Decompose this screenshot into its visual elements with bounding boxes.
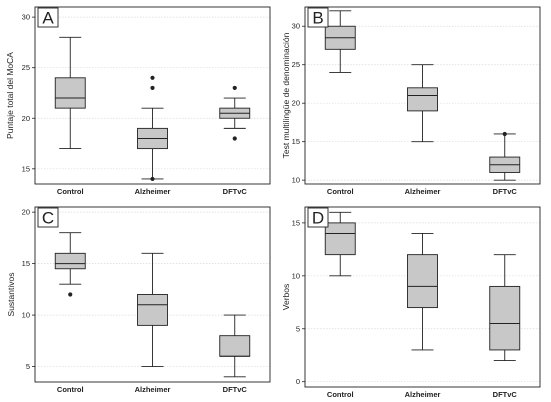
category-label: Control (57, 187, 84, 196)
outlier-point (150, 75, 155, 80)
outlier-point (68, 292, 73, 297)
y-tick-label: 30 (292, 22, 300, 31)
category-label: DFTvC (493, 187, 518, 196)
y-axis-title: Sustantivos (6, 273, 16, 317)
box-body (407, 87, 438, 112)
box-body (54, 77, 86, 109)
box-dftvc (219, 85, 251, 141)
box-alzheimer (137, 252, 168, 368)
panel-label-text: D (312, 209, 324, 228)
box-dftvc (219, 314, 251, 378)
y-tick-label: 5 (296, 324, 300, 333)
y-tick-label: 15 (292, 137, 300, 146)
panel-label-text: A (42, 9, 54, 28)
panel-label-box (37, 7, 59, 28)
panel-label-box (307, 7, 329, 28)
category-label: Alzheimer (405, 187, 441, 196)
panel-d: 0 5 10 15 Control Alzheimer DFTvC Verbos D (281, 206, 541, 399)
panel-label: A (37, 7, 59, 28)
panel-label: D (307, 207, 329, 228)
box-dftvc (489, 254, 521, 361)
plot-frame (304, 6, 541, 185)
y-tick-label: 0 (296, 377, 300, 386)
category-label: Control (57, 385, 84, 394)
panel-c: 5 10 15 20 Control Alzheimer DFTvC Sustantivos C (6, 206, 271, 394)
box-body (324, 222, 356, 256)
box-control (54, 232, 86, 297)
y-tick-label: 15 (22, 259, 30, 268)
box-control (324, 10, 356, 73)
category-label: Alzheimer (405, 390, 441, 399)
category-label: Control (327, 390, 354, 399)
y-tick-label: 20 (22, 114, 30, 123)
panel-label-box (37, 207, 59, 228)
plot-frame (34, 6, 271, 185)
panel-label-box (307, 207, 329, 228)
box-control (324, 211, 356, 277)
box-body (54, 252, 86, 270)
y-tick-label: 25 (292, 60, 300, 69)
panel-b: 10 15 20 25 30 Control Alzheimer DFTvC Test mult… (281, 6, 541, 196)
box-control (54, 36, 86, 150)
y-tick-label: 10 (292, 176, 300, 185)
panel-label-text: C (42, 209, 54, 228)
box-alzheimer (407, 64, 438, 143)
category-label: DFTvC (223, 187, 248, 196)
y-tick-label: 30 (22, 13, 30, 22)
outlier-point (150, 85, 155, 91)
outlier-point (232, 136, 237, 141)
y-tick-label: 10 (292, 271, 300, 280)
outlier-point (502, 131, 507, 137)
category-label: Control (327, 187, 354, 196)
y-tick-label: 15 (292, 218, 300, 227)
outlier-point (150, 176, 155, 182)
panel-a: 15 20 25 30 Control Alzheimer DFTvC Puntaje tot… (5, 6, 271, 196)
box-body (489, 285, 521, 351)
box-dftvc (489, 131, 521, 181)
panel-label: B (307, 7, 329, 28)
y-tick-label: 10 (22, 311, 30, 320)
plot-frame (304, 206, 541, 388)
y-tick-label: 5 (26, 362, 30, 371)
panel-label-text: B (312, 9, 323, 28)
y-tick-label: 20 (292, 99, 300, 108)
box-body (407, 254, 438, 309)
box-alzheimer (407, 233, 438, 351)
outlier-point (232, 85, 237, 91)
y-tick-label: 15 (22, 164, 30, 173)
y-tick-label: 20 (22, 208, 30, 217)
category-label: Alzheimer (135, 187, 171, 196)
panel-label: C (37, 207, 59, 228)
box-alzheimer (137, 75, 168, 182)
box-body (219, 335, 251, 357)
category-label: Alzheimer (135, 385, 171, 394)
y-axis-title: Puntaje total del MoCA (5, 52, 15, 139)
plot-frame (34, 206, 271, 383)
box-body (137, 294, 168, 326)
y-tick-label: 25 (22, 63, 30, 72)
category-label: DFTvC (223, 385, 248, 394)
y-axis-title: Verbos (281, 284, 291, 310)
category-label: DFTvC (493, 390, 518, 399)
y-axis-title: Test multilingüe de denominación (281, 32, 291, 158)
